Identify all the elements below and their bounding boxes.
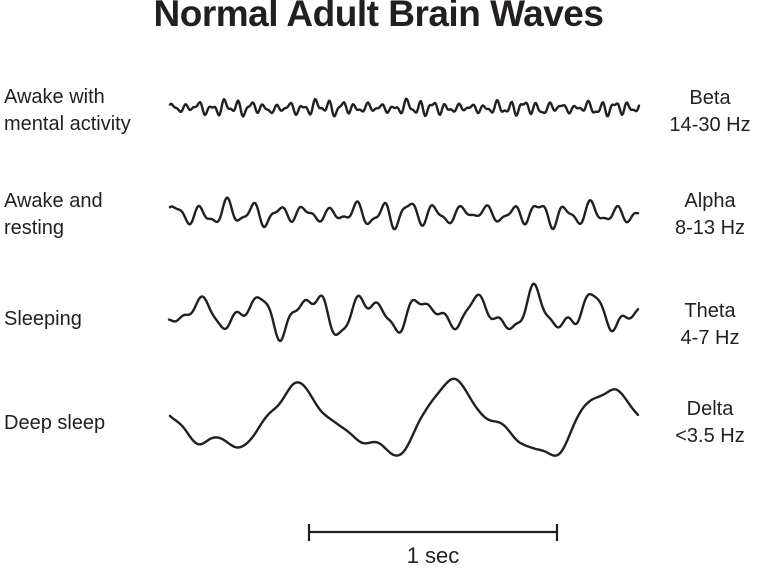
band-label-alpha: Alpha 8-13 Hz [654, 188, 757, 242]
state-label-line2: resting [4, 217, 65, 239]
wave-trace-delta [168, 377, 640, 457]
band-label-delta: Delta <3.5 Hz [654, 396, 757, 450]
band-frequency: 14-30 Hz [669, 114, 751, 136]
band-frequency: <3.5 Hz [675, 425, 745, 447]
wave-trace-theta [167, 282, 640, 343]
band-name: Delta [686, 398, 734, 420]
band-frequency: 4-7 Hz [680, 327, 740, 349]
state-label-line1: Awake with [4, 86, 105, 108]
scale-bar-label: 1 sec [406, 543, 460, 568]
wave-trace-alpha [168, 196, 640, 231]
band-name: Alpha [684, 190, 736, 212]
diagram-title: Normal Adult Brain Waves [153, 0, 604, 34]
state-label-line1: Sleeping [4, 308, 82, 330]
time-scale-bar [307, 524, 559, 541]
state-label-awake-mental: Awake with mental activity [4, 84, 169, 138]
band-label-beta: Beta 14-30 Hz [654, 85, 757, 139]
state-label-line1: Deep sleep [4, 412, 106, 434]
band-name: Beta [689, 87, 731, 109]
state-label-sleeping: Sleeping [4, 306, 169, 333]
wave-trace-beta [168, 97, 641, 118]
state-label-line2: mental activity [4, 113, 131, 135]
band-label-theta: Theta 4-7 Hz [654, 298, 757, 352]
band-frequency: 8-13 Hz [674, 217, 746, 239]
state-label-deep-sleep: Deep sleep [4, 410, 169, 437]
state-label-awake-resting: Awake and resting [4, 188, 169, 242]
band-name: Theta [684, 300, 736, 322]
state-label-line1: Awake and [4, 190, 103, 212]
